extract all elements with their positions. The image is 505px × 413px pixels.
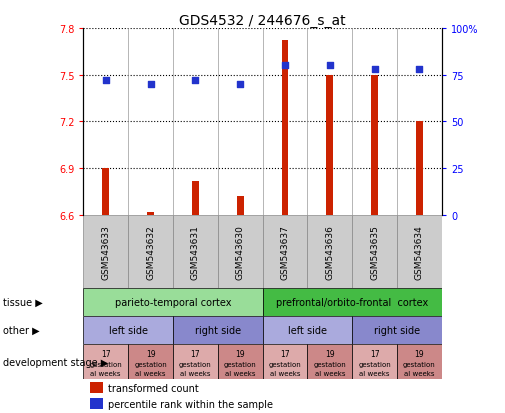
- Text: 17: 17: [370, 349, 379, 358]
- Bar: [103, 169, 109, 215]
- Point: [326, 63, 334, 69]
- Text: 19: 19: [146, 349, 156, 358]
- Bar: [263, 288, 442, 316]
- Text: gestation: gestation: [403, 361, 436, 368]
- Text: gestation: gestation: [314, 361, 346, 368]
- Bar: [173, 344, 218, 379]
- Bar: [397, 344, 442, 379]
- Text: GSM543630: GSM543630: [236, 225, 245, 279]
- Text: al weeks: al weeks: [225, 370, 256, 376]
- Point: [416, 66, 424, 73]
- Bar: [83, 344, 128, 379]
- Text: al weeks: al weeks: [135, 370, 166, 376]
- Bar: [173, 316, 263, 344]
- Text: right side: right side: [374, 325, 420, 335]
- Bar: [263, 316, 352, 344]
- Text: percentile rank within the sample: percentile rank within the sample: [109, 399, 273, 408]
- Bar: [218, 215, 263, 288]
- Text: prefrontal/orbito-frontal  cortex: prefrontal/orbito-frontal cortex: [276, 297, 428, 307]
- Bar: [371, 76, 378, 215]
- Bar: [192, 181, 199, 215]
- Text: gestation: gestation: [269, 361, 301, 368]
- Text: tissue ▶: tissue ▶: [3, 297, 42, 307]
- Bar: [83, 288, 263, 316]
- Bar: [263, 344, 308, 379]
- Point: [191, 78, 199, 84]
- Bar: [237, 197, 243, 215]
- Bar: [128, 344, 173, 379]
- Text: al weeks: al weeks: [270, 370, 300, 376]
- Point: [281, 63, 289, 69]
- Bar: [352, 316, 442, 344]
- Bar: [282, 41, 288, 215]
- Bar: [128, 215, 173, 288]
- Text: al weeks: al weeks: [315, 370, 345, 376]
- Text: al weeks: al weeks: [360, 370, 390, 376]
- Bar: [308, 344, 352, 379]
- Text: gestation: gestation: [179, 361, 212, 368]
- Bar: [263, 215, 308, 288]
- Bar: [83, 316, 173, 344]
- Text: al weeks: al weeks: [404, 370, 435, 376]
- Text: 17: 17: [280, 349, 290, 358]
- Bar: [173, 215, 218, 288]
- Text: 19: 19: [235, 349, 245, 358]
- Text: GSM543637: GSM543637: [280, 225, 289, 279]
- Bar: [90, 398, 103, 409]
- Bar: [90, 382, 103, 393]
- Text: gestation: gestation: [224, 361, 257, 368]
- Point: [102, 78, 110, 84]
- Text: gestation: gestation: [89, 361, 122, 368]
- Text: 17: 17: [190, 349, 200, 358]
- Point: [146, 81, 155, 88]
- Bar: [352, 215, 397, 288]
- Text: 19: 19: [325, 349, 335, 358]
- Text: GSM543631: GSM543631: [191, 225, 200, 279]
- Text: GSM543634: GSM543634: [415, 225, 424, 279]
- Text: left side: left side: [288, 325, 327, 335]
- Text: al weeks: al weeks: [180, 370, 211, 376]
- Text: transformed count: transformed count: [109, 382, 199, 393]
- Text: gestation: gestation: [134, 361, 167, 368]
- Title: GDS4532 / 244676_s_at: GDS4532 / 244676_s_at: [179, 14, 346, 28]
- Text: left side: left side: [109, 325, 147, 335]
- Point: [371, 66, 379, 73]
- Text: 17: 17: [101, 349, 111, 358]
- Bar: [147, 212, 154, 215]
- Text: GSM543633: GSM543633: [101, 225, 110, 279]
- Text: GSM543635: GSM543635: [370, 225, 379, 279]
- Bar: [416, 122, 423, 215]
- Bar: [83, 215, 128, 288]
- Text: GSM543632: GSM543632: [146, 225, 155, 279]
- Bar: [352, 344, 397, 379]
- Point: [236, 81, 244, 88]
- Text: gestation: gestation: [358, 361, 391, 368]
- Bar: [397, 215, 442, 288]
- Text: 19: 19: [415, 349, 424, 358]
- Text: al weeks: al weeks: [90, 370, 121, 376]
- Text: parieto-temporal cortex: parieto-temporal cortex: [115, 297, 231, 307]
- Text: right side: right side: [195, 325, 241, 335]
- Text: other ▶: other ▶: [3, 325, 39, 335]
- Text: development stage ▶: development stage ▶: [3, 357, 108, 367]
- Bar: [218, 344, 263, 379]
- Bar: [308, 215, 352, 288]
- Bar: [326, 76, 333, 215]
- Text: GSM543636: GSM543636: [325, 225, 334, 279]
